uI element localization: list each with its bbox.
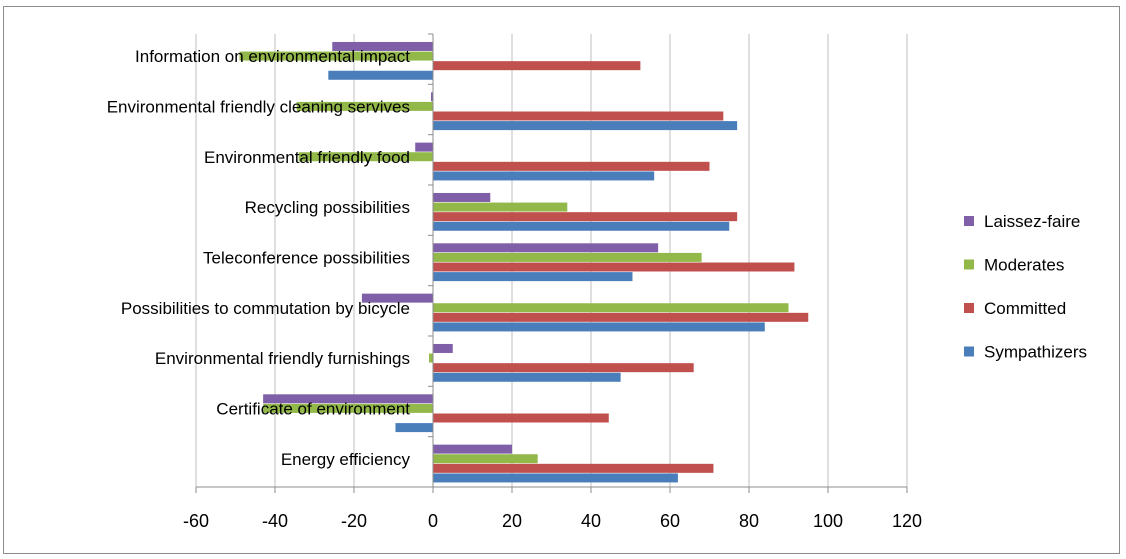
bar	[433, 111, 724, 121]
bar	[296, 101, 433, 111]
bar	[395, 423, 433, 433]
category-label: Recycling possibilities	[245, 198, 410, 217]
axes	[195, 33, 908, 493]
bar	[433, 343, 453, 353]
bar	[433, 303, 789, 313]
bar	[433, 322, 765, 332]
bar	[361, 293, 433, 303]
legend-label: Moderates	[984, 256, 1064, 275]
bar	[433, 262, 795, 272]
bar	[433, 444, 512, 454]
category-label: Environmental friendly food	[204, 148, 410, 167]
x-tick-label: 100	[813, 511, 843, 531]
x-tick-label: 120	[892, 511, 922, 531]
x-tick-label: -40	[262, 511, 288, 531]
x-tick-label: 20	[502, 511, 522, 531]
category-labels: Information on environmental impact Envir…	[107, 47, 411, 469]
x-tick-label: 40	[581, 511, 601, 531]
bar	[429, 353, 433, 363]
bar	[239, 51, 433, 61]
bar	[263, 394, 433, 404]
bar	[433, 221, 730, 231]
bar	[433, 372, 621, 382]
bar	[298, 152, 433, 162]
legend-swatch	[964, 259, 974, 270]
x-tick-label: -20	[341, 511, 367, 531]
bar	[433, 473, 678, 483]
x-tick-labels: -60 -40 -20 0 20 40 60 80 100 120	[183, 511, 922, 531]
bar	[433, 272, 633, 282]
bar	[433, 202, 568, 212]
category-label: Energy efficiency	[281, 450, 411, 469]
bar	[433, 312, 809, 322]
bar	[433, 61, 641, 71]
bar	[328, 70, 433, 80]
category-label: Certificate of environment	[216, 400, 410, 419]
x-tick-label: -60	[183, 511, 209, 531]
category-label: Teleconference possibilities	[203, 249, 410, 268]
legend-label: Committed	[984, 299, 1066, 318]
bar	[433, 121, 738, 131]
legend-swatch	[964, 303, 974, 313]
category-label: Environmental friendly cleaning servives	[107, 98, 410, 117]
legend-label: Sympathizers	[984, 343, 1087, 362]
category-label: Information on environmental impact	[135, 47, 410, 66]
bar	[433, 171, 655, 181]
bar	[332, 41, 433, 51]
bars	[239, 41, 809, 483]
legend-label: Laissez-faire	[984, 212, 1080, 231]
category-label: Environmental friendly furnishings	[155, 349, 410, 368]
category-label: Possibilities to commutation by bicycle	[121, 299, 410, 318]
bar	[431, 92, 433, 102]
bar	[433, 454, 538, 464]
bar	[433, 252, 702, 262]
gridlines	[195, 34, 908, 487]
legend: Laissez-faire Moderates Committed Sympathiz…	[964, 212, 1087, 362]
bar	[433, 413, 609, 423]
bar	[433, 161, 710, 171]
x-tick-label: 60	[660, 511, 680, 531]
legend-swatch	[964, 346, 974, 357]
legend-swatch	[964, 216, 974, 226]
x-tick-label: 0	[428, 511, 438, 531]
bar	[433, 212, 738, 222]
bar	[263, 403, 433, 413]
bar	[433, 363, 694, 373]
bar	[433, 192, 491, 202]
bar	[433, 243, 659, 253]
bar	[433, 463, 714, 473]
bar	[415, 142, 433, 152]
x-tick-label: 80	[739, 511, 759, 531]
